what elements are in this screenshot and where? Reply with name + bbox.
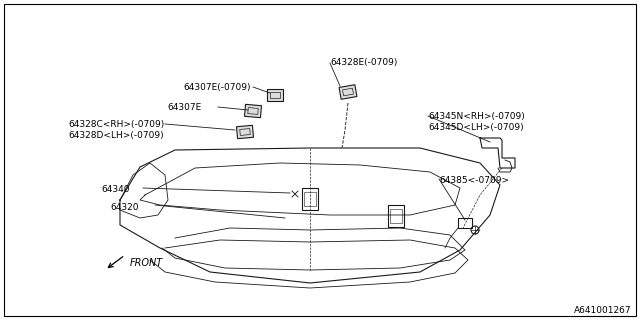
Text: FRONT: FRONT (130, 258, 163, 268)
Text: 64328C<RH>(-0709): 64328C<RH>(-0709) (68, 120, 164, 129)
Polygon shape (237, 125, 253, 139)
Bar (302, 188, 318, 210)
Text: 64340: 64340 (101, 185, 129, 194)
Bar (458, 218, 472, 228)
Bar (304, 192, 316, 206)
Text: A641001267: A641001267 (574, 306, 632, 315)
Text: 64307E: 64307E (167, 103, 201, 112)
Polygon shape (244, 104, 262, 118)
Text: 64345N<RH>(-0709): 64345N<RH>(-0709) (428, 112, 525, 121)
Polygon shape (339, 85, 357, 99)
Polygon shape (267, 89, 283, 101)
Text: 64328D<LH>(-0709): 64328D<LH>(-0709) (68, 131, 164, 140)
Text: 64385<-0709>: 64385<-0709> (439, 176, 509, 185)
Text: 64320: 64320 (110, 203, 138, 212)
Bar (390, 209, 402, 223)
Text: 64345D<LH>(-0709): 64345D<LH>(-0709) (428, 123, 524, 132)
Text: 64307E(-0709): 64307E(-0709) (183, 83, 250, 92)
Text: 64328E(-0709): 64328E(-0709) (330, 58, 397, 67)
Bar (388, 205, 404, 227)
